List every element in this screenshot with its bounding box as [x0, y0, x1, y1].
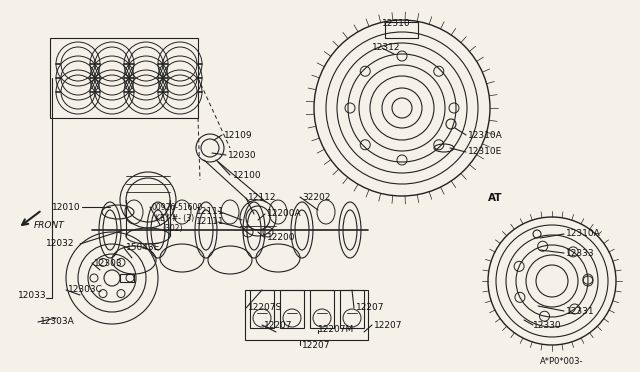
Text: 12030: 12030: [228, 151, 257, 160]
Text: AT: AT: [488, 193, 502, 203]
Text: KEY #- (3): KEY #- (3): [155, 214, 194, 222]
Text: 12310: 12310: [382, 19, 411, 29]
Text: 12310A: 12310A: [468, 131, 503, 140]
Text: 12303: 12303: [94, 259, 123, 267]
Text: 12310E: 12310E: [468, 148, 502, 157]
Bar: [50, 38, 198, 118]
Text: 12303A: 12303A: [40, 317, 75, 327]
Text: FRONT: FRONT: [34, 221, 65, 231]
Text: 12331: 12331: [566, 307, 595, 315]
Text: 12109: 12109: [224, 131, 253, 140]
Text: 12207: 12207: [302, 340, 330, 350]
Text: 12111: 12111: [196, 218, 225, 227]
Bar: [120, 274, 134, 282]
Text: 12333: 12333: [566, 248, 595, 257]
Text: 12207S: 12207S: [248, 304, 282, 312]
Bar: [280, 290, 304, 328]
Text: 12310A: 12310A: [566, 230, 601, 238]
Bar: [250, 290, 274, 328]
Bar: [340, 290, 364, 328]
Text: 12032: 12032: [46, 240, 74, 248]
Text: 12200A: 12200A: [267, 209, 301, 218]
Text: 00926-51600: 00926-51600: [152, 202, 204, 212]
Text: 12303C: 12303C: [68, 285, 103, 295]
Text: 12207: 12207: [264, 321, 292, 330]
Text: 12033: 12033: [18, 291, 47, 299]
Text: 12200: 12200: [267, 234, 296, 243]
Text: 12112: 12112: [248, 193, 276, 202]
Text: A*P0*003-: A*P0*003-: [540, 357, 584, 366]
Text: (302): (302): [162, 224, 182, 234]
Text: 12330: 12330: [533, 321, 562, 330]
Bar: [310, 290, 334, 328]
Text: 32202: 32202: [302, 192, 330, 202]
Text: 12010: 12010: [52, 202, 81, 212]
Text: 12100: 12100: [233, 170, 262, 180]
Text: 12207: 12207: [356, 304, 385, 312]
Text: 12207: 12207: [374, 321, 403, 330]
Text: 12111: 12111: [196, 206, 225, 215]
Text: 12312: 12312: [372, 44, 401, 52]
Text: 15043E: 15043E: [126, 244, 160, 253]
Bar: [245, 290, 368, 340]
Text: 12207M: 12207M: [318, 326, 355, 334]
